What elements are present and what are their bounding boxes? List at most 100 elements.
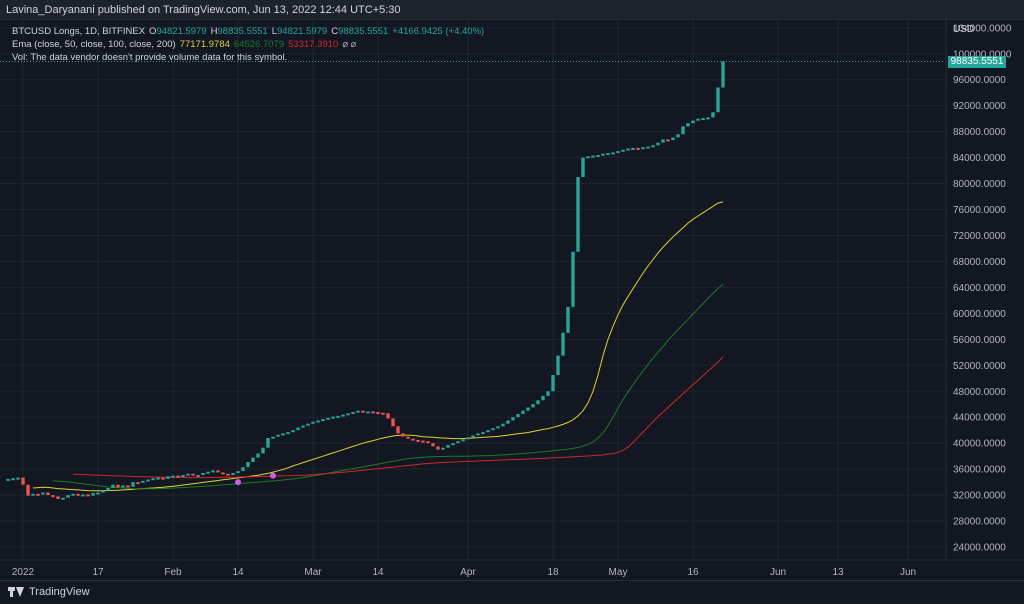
y-tick-label: 24000.0000	[953, 543, 1006, 554]
candle	[556, 355, 560, 376]
candle	[636, 147, 640, 150]
candle	[21, 477, 25, 485]
candle	[446, 445, 450, 448]
candle	[81, 494, 85, 497]
x-tick-label: Mar	[304, 567, 322, 578]
candle	[231, 473, 235, 475]
chart-legend: BTCUSD Longs, 1D, BITFINEX O 94821.5979 H…	[12, 25, 484, 64]
candle	[686, 123, 690, 127]
ema-label[interactable]: Ema (close, 50, close, 100, close, 200)	[12, 39, 176, 50]
candle	[411, 438, 415, 441]
footer-bar: TradingView	[0, 580, 1024, 604]
candle	[396, 426, 400, 434]
candle	[671, 137, 675, 141]
candle	[616, 151, 620, 154]
candle	[61, 497, 65, 500]
candle	[26, 484, 30, 496]
candle	[681, 126, 685, 135]
candle	[291, 430, 295, 433]
x-tick-label: 17	[92, 567, 104, 578]
candle	[356, 410, 360, 413]
candle	[166, 476, 170, 479]
close-value: 98835.5551	[338, 26, 389, 37]
price-chart[interactable]: 24000.0000 28000.0000 32000.0000 36000.0000…	[0, 20, 1024, 580]
candle	[721, 61, 725, 88]
candle	[106, 488, 110, 491]
candle	[506, 420, 510, 424]
high-value: 98835.5551	[217, 26, 268, 37]
candle	[201, 473, 205, 475]
candle	[406, 436, 410, 439]
y-tick-label: 88000.0000	[953, 127, 1006, 138]
ema-legend-row[interactable]: Ema (close, 50, close, 100, close, 200) …	[12, 38, 484, 51]
y-tick-label: 52000.0000	[953, 361, 1006, 372]
y-tick-label: 76000.0000	[953, 205, 1006, 216]
candle	[496, 426, 500, 429]
price-axis[interactable]: 24000.0000 28000.0000 32000.0000 36000.0000…	[953, 23, 1012, 553]
candle	[336, 415, 340, 418]
candle	[521, 410, 525, 414]
ema-visibility-icon[interactable]: ⌀ ⌀	[342, 39, 357, 50]
candle	[376, 412, 380, 414]
candle	[331, 416, 335, 419]
chart-grid	[0, 20, 945, 560]
event-markers	[235, 472, 276, 486]
candle	[656, 142, 660, 146]
candle	[196, 475, 200, 477]
tradingview-brand: TradingView	[29, 586, 90, 598]
publish-title: Lavina_Daryanani published on TradingVie…	[6, 4, 401, 16]
tradingview-logo[interactable]: TradingView	[8, 586, 90, 598]
y-tick-label: 36000.0000	[953, 465, 1006, 476]
candle	[536, 400, 540, 405]
candle	[366, 411, 370, 414]
candle	[181, 475, 185, 477]
candle	[431, 443, 435, 447]
candle	[666, 139, 670, 142]
x-tick-label: May	[609, 567, 628, 578]
candle	[711, 112, 715, 118]
y-tick-label: 60000.0000	[953, 309, 1006, 320]
candle	[561, 332, 565, 356]
y-tick-label: 28000.0000	[953, 517, 1006, 528]
ema50-value: 77171.9784	[179, 39, 230, 50]
close-label: C	[331, 26, 339, 37]
candle	[96, 492, 100, 495]
candle	[146, 479, 150, 482]
y-tick-label: 80000.0000	[953, 179, 1006, 190]
time-axis[interactable]: 2022 17 Feb 14 Mar 14 Apr 18 May 16 Jun 13 Jun	[0, 559, 1024, 578]
candle	[51, 495, 55, 498]
symbol-legend-row[interactable]: BTCUSD Longs, 1D, BITFINEX O 94821.5979 H…	[12, 25, 484, 38]
candle	[601, 153, 605, 156]
candle	[571, 251, 575, 307]
candle	[131, 482, 135, 487]
candle	[371, 411, 375, 414]
candle	[246, 462, 250, 468]
y-tick-label: 48000.0000	[953, 387, 1006, 398]
high-label: H	[210, 26, 218, 37]
candle	[361, 410, 365, 413]
y-tick-label: 72000.0000	[953, 231, 1006, 242]
candle	[221, 472, 225, 475]
candle	[236, 471, 240, 474]
candle	[121, 485, 125, 488]
y-tick-label: 56000.0000	[953, 335, 1006, 346]
y-tick-label: 84000.0000	[953, 153, 1006, 164]
candle	[16, 477, 20, 480]
ema100-value: 64526.7079	[233, 39, 285, 50]
candle	[326, 417, 330, 420]
y-tick-label: 44000.0000	[953, 413, 1006, 424]
candle	[66, 495, 70, 498]
candle	[661, 139, 665, 143]
x-tick-label: Jun	[900, 567, 916, 578]
candle	[481, 432, 485, 435]
y-tick-label: 96000.0000	[953, 75, 1006, 86]
candle	[651, 145, 655, 148]
candle	[276, 434, 280, 437]
candle	[251, 457, 255, 462]
low-label: L	[271, 26, 278, 37]
candle	[471, 435, 475, 438]
symbol-name[interactable]: BTCUSD Longs, 1D, BITFINEX	[12, 26, 146, 37]
candle	[511, 417, 515, 421]
candle	[531, 404, 535, 408]
candle	[101, 490, 105, 493]
